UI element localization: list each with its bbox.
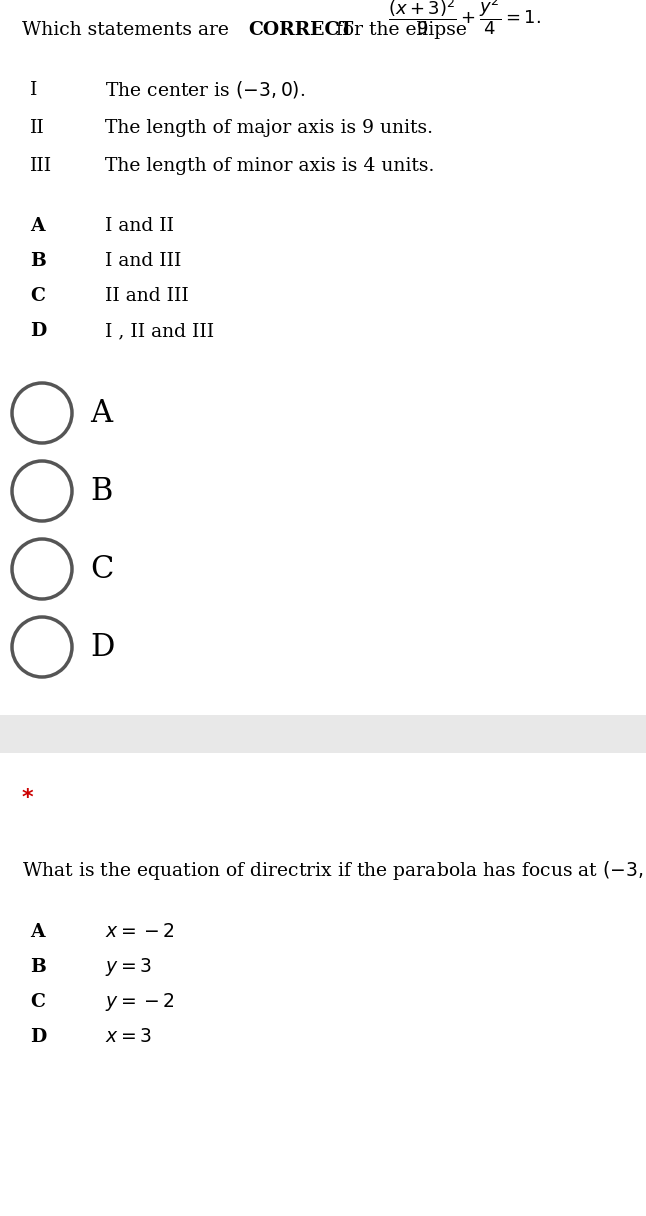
Text: D: D (30, 322, 47, 340)
Text: $x=-2$: $x=-2$ (105, 923, 174, 941)
Text: $x=3$: $x=3$ (105, 1028, 152, 1046)
Text: I and III: I and III (105, 252, 182, 270)
Text: The length of major axis is 9 units.: The length of major axis is 9 units. (105, 119, 433, 137)
Text: $y=3$: $y=3$ (105, 956, 152, 978)
Text: B: B (30, 958, 46, 976)
Text: III: III (30, 157, 52, 175)
Text: I , II and III: I , II and III (105, 322, 214, 340)
Text: A: A (30, 923, 45, 941)
Text: D: D (90, 631, 114, 663)
Text: $y=-2$: $y=-2$ (105, 991, 174, 1013)
Text: *: * (22, 788, 34, 807)
Text: What is the equation of directrix if the parabola has focus at $(-3,4)$ and vert: What is the equation of directrix if the… (22, 858, 646, 882)
Text: D: D (30, 1028, 47, 1046)
Text: B: B (90, 475, 112, 507)
Text: A: A (30, 216, 45, 235)
Text: II and III: II and III (105, 287, 189, 305)
Text: CORRECT: CORRECT (248, 21, 353, 39)
Text: C: C (90, 553, 114, 585)
Text: The center is $(-3,0)$.: The center is $(-3,0)$. (105, 79, 306, 101)
Text: II: II (30, 119, 45, 137)
Text: A: A (90, 398, 112, 428)
Text: I and II: I and II (105, 216, 174, 235)
Bar (0, 715, 646, 753)
Text: C: C (30, 993, 45, 1010)
Text: Which statements are: Which statements are (22, 21, 235, 39)
Text: B: B (30, 252, 46, 270)
Text: The length of minor axis is 4 units.: The length of minor axis is 4 units. (105, 157, 434, 175)
Text: for the ellipse: for the ellipse (330, 21, 467, 39)
Text: I: I (30, 81, 37, 98)
Text: C: C (30, 287, 45, 305)
Text: $\dfrac{(x+3)^{2}}{9}+\dfrac{y^{2}}{4}=1.$: $\dfrac{(x+3)^{2}}{9}+\dfrac{y^{2}}{4}=1… (388, 0, 541, 38)
